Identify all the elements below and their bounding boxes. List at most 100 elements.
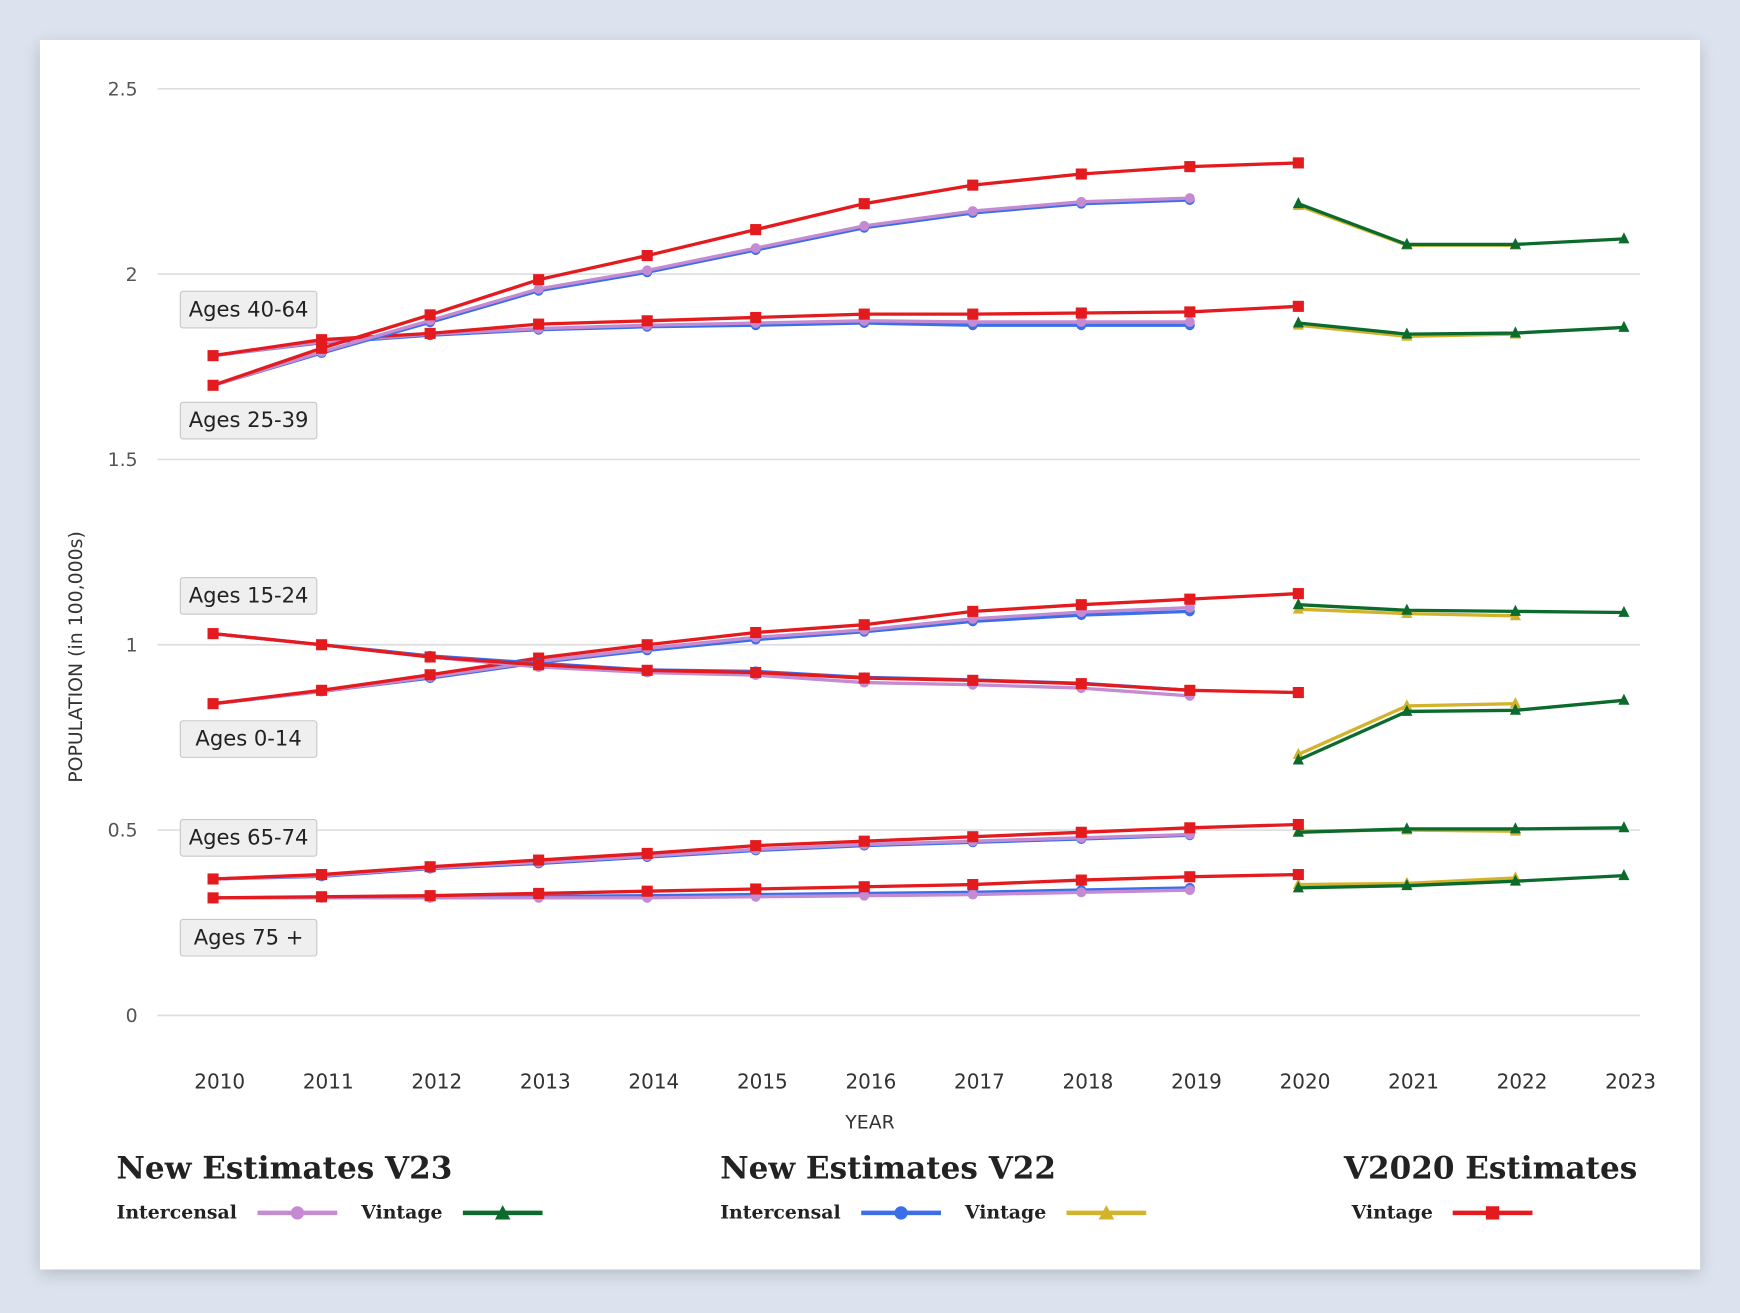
data-point-v23-vintage: [1618, 320, 1630, 332]
data-point-v23-intercensal: [533, 283, 544, 294]
data-point-v23-vintage: [1618, 868, 1630, 881]
data-point-v2020-vintage: [207, 379, 219, 391]
data-point-v2020-vintage: [207, 892, 219, 904]
x-tick-label: 2020: [1280, 1070, 1331, 1094]
data-point-v2020-vintage: [1184, 822, 1196, 834]
x-tick-label: 2014: [628, 1070, 679, 1094]
data-point-v2020-vintage: [207, 873, 219, 885]
data-point-v2020-vintage: [641, 250, 653, 262]
y-tick-label: 1: [126, 634, 138, 656]
legend-v22: New Estimates V22 Intercensal Vintage: [720, 1150, 1170, 1224]
data-point-v23-vintage: [1618, 232, 1630, 244]
data-point-v2020-vintage: [967, 831, 979, 843]
series-line-v23-vintage: [1297, 202, 1625, 247]
data-point-v23-vintage: [1401, 603, 1413, 615]
legend-v23-intercensal-label: Intercensal: [116, 1201, 237, 1224]
data-point-v2020-vintage: [1184, 593, 1196, 605]
data-point-v23-vintage: [1401, 237, 1413, 249]
data-point-v2020-vintage: [1075, 678, 1087, 690]
data-point-v2020-vintage: [533, 274, 545, 286]
x-tick-label: 2010: [194, 1070, 245, 1094]
legend-v22-vintage-swatch: [1066, 1205, 1147, 1220]
data-point-v2020-vintage: [641, 315, 653, 327]
y-tick-label: 0: [126, 1005, 138, 1027]
data-point-v23-intercensal: [1076, 196, 1087, 207]
y-tick-label: 2: [126, 264, 138, 286]
data-point-v2020-vintage: [1292, 686, 1304, 699]
series-line-v23-vintage: [1298, 826, 1624, 834]
data-point-v2020-vintage: [533, 659, 545, 671]
data-point-v2020-vintage: [858, 619, 870, 631]
data-point-v2020-vintage: [424, 861, 436, 873]
data-point-v23-vintage: [1618, 821, 1630, 833]
series-line-v23-vintage: [1297, 698, 1625, 762]
data-point-v2020-vintage: [207, 698, 219, 710]
data-point-v23-intercensal: [859, 890, 870, 901]
x-tick-label: 2016: [845, 1070, 896, 1094]
data-point-v2020-vintage: [1292, 157, 1304, 169]
data-point-v2020-vintage: [967, 674, 979, 686]
data-point-v23-vintage: [1509, 874, 1521, 886]
data-point-v2020-vintage: [424, 309, 436, 321]
legend-v23-vintage-label: Vintage: [361, 1201, 443, 1224]
age-label-65-74: Ages 65-74: [179, 818, 318, 857]
series-line-v23-intercensal: [212, 606, 1190, 706]
data-point-v2020-vintage: [1292, 818, 1304, 831]
data-point-v2020-vintage: [1075, 307, 1087, 319]
legend-v23-intercensal-swatch: [256, 1206, 337, 1220]
data-point-v23-intercensal: [1184, 602, 1195, 613]
data-point-v23-vintage: [1509, 237, 1521, 249]
data-point-v2020-vintage: [858, 835, 870, 847]
data-point-v2020-vintage: [641, 847, 653, 859]
age-label-0-14: Ages 0-14: [179, 720, 318, 758]
y-tick-label: 1.5: [108, 449, 138, 471]
data-point-v23-intercensal: [750, 243, 761, 254]
data-point-v23-intercensal: [967, 889, 978, 900]
data-point-v23-vintage: [1509, 326, 1521, 338]
data-point-v2020-vintage: [1075, 168, 1087, 180]
series-line-v23-intercensal: [212, 196, 1190, 387]
legend-v23: New Estimates V23 Intercensal Vintage: [117, 1150, 567, 1224]
data-point-v23-vintage: [1401, 327, 1413, 339]
data-point-v2020-vintage: [424, 327, 436, 339]
data-point-v2020-vintage: [1292, 868, 1304, 881]
data-point-v23-vintage: [1401, 822, 1413, 834]
series-line-v22-intercensal: [212, 198, 1190, 387]
data-point-v2020-vintage: [1184, 306, 1196, 318]
data-point-v23-vintage: [1401, 878, 1413, 891]
data-point-v2020-vintage: [641, 664, 653, 676]
data-point-v2020-vintage: [641, 885, 653, 897]
series-line-v22-intercensal: [212, 609, 1190, 706]
data-point-v2020-vintage: [207, 628, 219, 640]
data-point-v2020-vintage: [1075, 826, 1087, 838]
series-line-v23-intercensal: [213, 888, 1190, 900]
y-tick-label: 0.5: [108, 820, 138, 842]
x-tick-label: 2017: [954, 1070, 1005, 1094]
series-line-v23-vintage: [1298, 321, 1625, 336]
data-point-v2020-vintage: [858, 308, 870, 320]
x-tick-label: 2013: [520, 1070, 571, 1094]
data-point-v23-intercensal: [967, 206, 978, 217]
data-point-v2020-vintage: [750, 224, 762, 236]
series-line-v23-vintage: [1298, 603, 1624, 615]
data-point-v2020-vintage: [316, 639, 328, 651]
data-point-v23-intercensal: [859, 220, 870, 231]
data-point-v22-vintage: [1401, 699, 1413, 711]
x-tick-label: 2011: [303, 1070, 354, 1094]
data-point-v23-vintage: [1401, 704, 1413, 716]
legend-v22-vintage-label: Vintage: [964, 1201, 1047, 1224]
x-tick-label: 2022: [1497, 1070, 1548, 1094]
data-point-v23-vintage: [1292, 598, 1304, 610]
data-point-v2020-vintage: [1075, 874, 1087, 886]
y-axis-label: POPULATION (in 100,000s): [65, 531, 87, 783]
data-point-v2020-vintage: [1292, 300, 1304, 312]
data-point-v22-vintage: [1509, 697, 1521, 709]
data-point-v2020-vintage: [750, 311, 762, 324]
legend-v2020-title: V2020 Estimates: [1343, 1149, 1638, 1187]
data-point-v23-intercensal: [1184, 316, 1195, 327]
legend-v23-vintage-swatch: [462, 1205, 543, 1220]
data-point-v2020-vintage: [316, 342, 328, 354]
data-point-v2020-vintage: [750, 626, 762, 639]
data-point-v2020-vintage: [967, 878, 979, 891]
